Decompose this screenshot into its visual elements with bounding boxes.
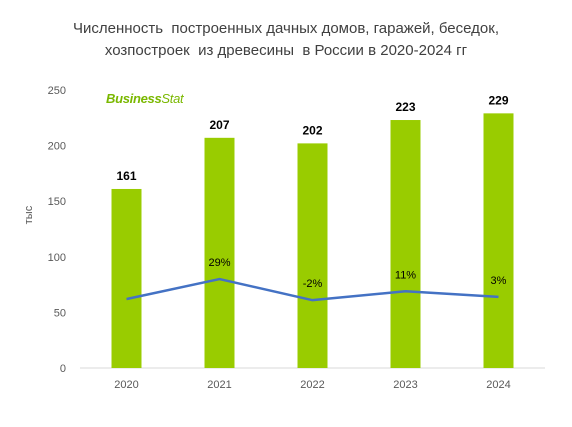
chart-title-line-1: Численность построенных дачных домов, га… (72, 20, 499, 37)
growth-label: 3% (491, 275, 507, 287)
growth-label: -2% (303, 278, 323, 290)
bar-value-label: 207 (209, 118, 229, 132)
bar (111, 188, 142, 368)
x-tick-label: 2020 (114, 379, 138, 391)
chart-title-line-2: хозпостроек из древесины в России в 2020… (104, 42, 468, 59)
x-tick-label: 2022 (300, 379, 324, 391)
bar (390, 120, 421, 368)
bar-value-label: 202 (302, 123, 322, 137)
logo-text-a: Business (106, 91, 162, 106)
bar (204, 137, 235, 368)
y-tick-label: 250 (48, 85, 66, 97)
y-tick-label: 100 (48, 252, 66, 264)
bar (483, 113, 514, 369)
growth-label: 11% (395, 269, 416, 281)
bar-value-label: 161 (116, 169, 136, 183)
y-tick-label: 50 (54, 307, 66, 319)
x-tick-label: 2024 (486, 379, 510, 391)
bar-value-label: 229 (488, 93, 508, 107)
growth-label: 29% (208, 257, 230, 269)
y-tick-label: 0 (60, 363, 66, 375)
logo-text-b: Stat (161, 91, 184, 106)
bar-value-label: 223 (395, 100, 415, 114)
y-axis-label: тыс (23, 205, 35, 224)
y-tick-label: 150 (48, 196, 66, 208)
x-tick-label: 2023 (393, 379, 417, 391)
x-tick-label: 2021 (207, 379, 231, 391)
businessstat-logo: BusinessStat (106, 91, 184, 106)
chart-title: Численность построенных дачных домов, га… (0, 18, 572, 62)
y-tick-label: 200 (48, 141, 66, 153)
bar (297, 143, 328, 368)
